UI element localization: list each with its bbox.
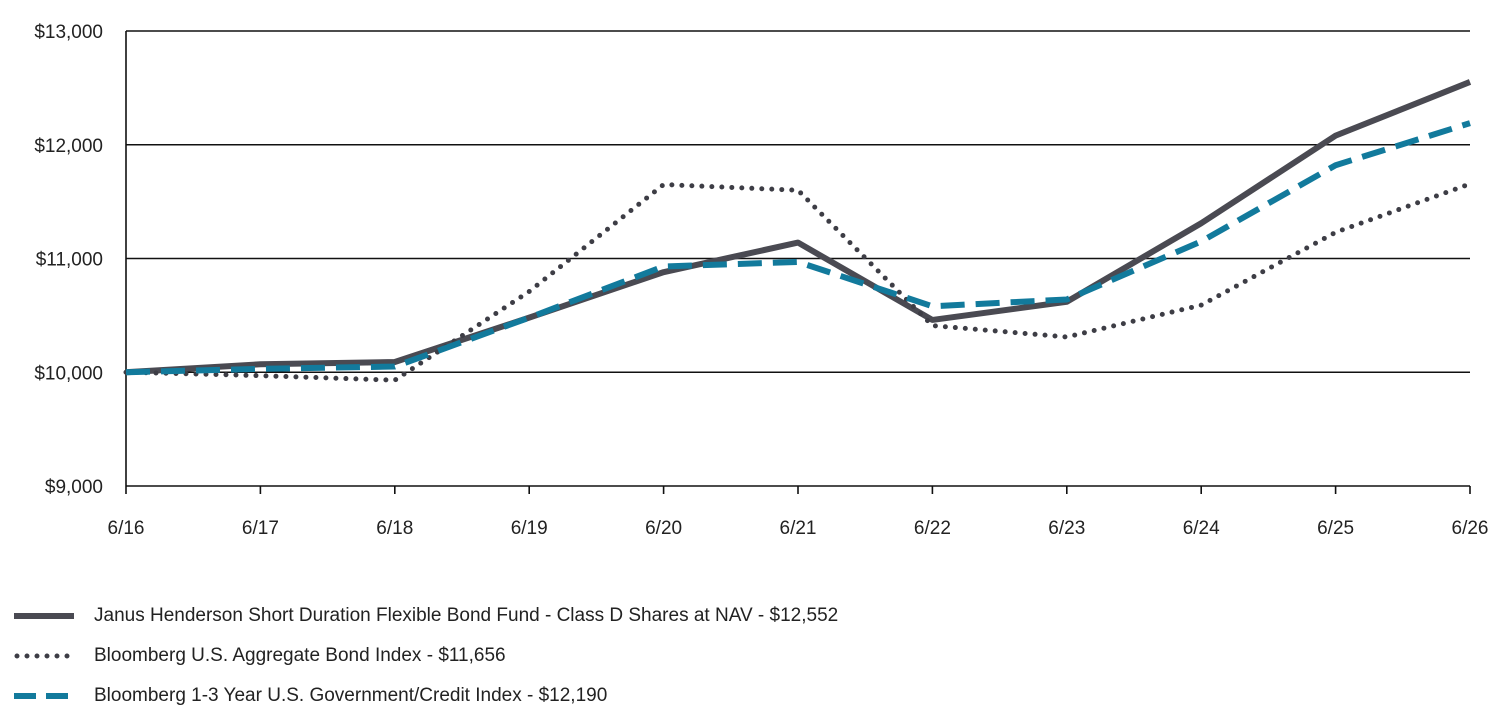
series-line-dotted [123,181,1473,383]
legend-swatch-dashed-line [14,693,74,699]
grid-layer [126,30,1470,374]
x-tick-label: 6/17 [242,518,279,539]
x-tick-label: 6/23 [1048,518,1085,539]
legend-label: Bloomberg U.S. Aggregate Bond Index - $1… [94,645,506,666]
x-tick-label: 6/25 [1317,518,1354,539]
series-line-dashed [125,120,1471,376]
x-tick-label: 6/22 [914,518,951,539]
y-tick-label: $10,000 [34,363,103,384]
legend: Janus Henderson Short Duration Flexible … [14,596,838,716]
x-tick-label: 6/19 [511,518,548,539]
y-tick-label: $11,000 [36,250,103,271]
series-layer [123,79,1473,383]
legend-item-gov-credit-index: Bloomberg 1-3 Year U.S. Government/Credi… [14,676,838,716]
y-tick-label: $12,000 [34,136,103,157]
series-line-solid [125,79,1472,376]
axis-layer [125,31,1471,494]
legend-swatch-dotted-line [14,653,77,659]
x-tick-label: 6/26 [1452,518,1489,539]
x-tick-label: 6/16 [108,518,145,539]
legend-item-fund: Janus Henderson Short Duration Flexible … [14,596,838,636]
legend-label: Bloomberg 1-3 Year U.S. Government/Credi… [94,685,608,706]
y-tick-label: $13,000 [34,22,103,43]
y-tick-label: $9,000 [45,477,103,498]
legend-swatch-solid-line [14,613,74,619]
x-tick-label: 6/20 [645,518,682,539]
x-tick-label: 6/21 [780,518,817,539]
legend-label: Janus Henderson Short Duration Flexible … [94,605,839,626]
x-tick-label: 6/24 [1183,518,1220,539]
x-tick-label: 6/18 [376,518,413,539]
legend-item-aggregate-index: Bloomberg U.S. Aggregate Bond Index - $1… [14,636,838,676]
